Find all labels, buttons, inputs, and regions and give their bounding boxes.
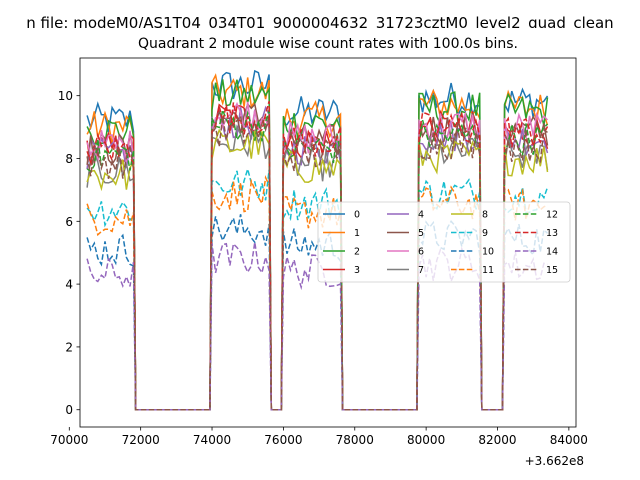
figure-suptitle-wrap: n file: modeM0/AS1T04_034T01_9000004632_… bbox=[0, 6, 640, 28]
legend-label-13: 13 bbox=[546, 228, 558, 239]
legend-label-8: 8 bbox=[482, 210, 488, 221]
chart-title: Quadrant 2 module wise count rates with … bbox=[138, 36, 518, 52]
legend-label-4: 4 bbox=[418, 210, 424, 221]
y-tick-label: 6 bbox=[65, 215, 73, 229]
y-tick-label: 0 bbox=[65, 403, 73, 417]
legend-label-1: 1 bbox=[354, 228, 360, 239]
x-offset-label: +3.662e8 bbox=[525, 454, 584, 468]
series-line-15 bbox=[86, 114, 548, 411]
legend-label-0: 0 bbox=[354, 210, 360, 221]
plot-lines bbox=[86, 69, 549, 411]
legend-label-10: 10 bbox=[482, 247, 494, 258]
legend-label-9: 9 bbox=[482, 228, 488, 239]
x-tick-label: 80000 bbox=[407, 433, 445, 447]
x-tick-label: 78000 bbox=[336, 433, 374, 447]
x-tick-label: 76000 bbox=[264, 433, 302, 447]
legend-label-12: 12 bbox=[546, 210, 558, 221]
x-tick-label: 84000 bbox=[550, 433, 588, 447]
figure-suptitle: n file: modeM0/AS1T04_034T01_9000004632_… bbox=[26, 14, 614, 28]
legend-label-3: 3 bbox=[354, 265, 360, 276]
y-tick-label: 4 bbox=[65, 278, 73, 292]
legend-box bbox=[317, 201, 571, 283]
legend-label-7: 7 bbox=[418, 265, 424, 276]
legend-label-5: 5 bbox=[418, 228, 424, 239]
y-tick-label: 8 bbox=[65, 152, 73, 166]
legend-label-11: 11 bbox=[482, 265, 494, 276]
y-tick-label: 10 bbox=[58, 89, 73, 103]
x-tick-label: 74000 bbox=[193, 433, 231, 447]
x-tick-label: 82000 bbox=[478, 433, 516, 447]
legend-label-15: 15 bbox=[546, 265, 558, 276]
x-tick-label: 72000 bbox=[122, 433, 160, 447]
x-tick-label: 70000 bbox=[50, 433, 88, 447]
axes: 70000 72000 74000 76000 78000 80000 82000 84000… bbox=[50, 57, 588, 468]
legend-label-14: 14 bbox=[546, 247, 558, 258]
legend-label-6: 6 bbox=[418, 247, 424, 258]
y-tick-label: 2 bbox=[65, 340, 73, 354]
legend-label-2: 2 bbox=[354, 247, 360, 258]
axes-frame bbox=[79, 57, 577, 428]
